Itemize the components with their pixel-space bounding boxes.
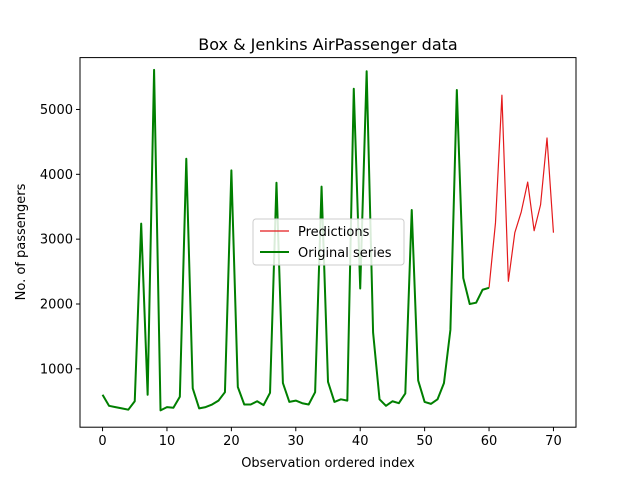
legend-label-predictions: Predictions [298,225,370,240]
chart-title: Box & Jenkins AirPassenger data [198,35,457,54]
x-tick-label: 10 [159,434,176,449]
x-tick-label: 70 [545,434,562,449]
series-line-predictions [488,94,555,288]
y-axis-title: No. of passengers [14,183,29,300]
y-tick-label: 1000 [40,362,73,377]
plot-frame [79,57,577,428]
legend-label-original-series: Original series [298,246,392,261]
x-tick-label: 20 [223,434,240,449]
legend: Predictions Original series [252,218,405,266]
x-axis-title: Observation ordered index [241,456,415,471]
x-tick-label: 40 [352,434,369,449]
x-tick-label: 30 [288,434,305,449]
x-tick-label: 0 [98,434,106,449]
y-tick-label: 3000 [40,233,73,248]
legend-box [252,218,405,266]
y-tick-label: 2000 [40,298,73,313]
x-tick-label: 60 [481,434,498,449]
y-tick-label: 5000 [40,103,73,118]
y-tick-label: 4000 [40,168,73,183]
x-tick-label: 50 [416,434,433,449]
series-line-original-series [101,68,490,412]
